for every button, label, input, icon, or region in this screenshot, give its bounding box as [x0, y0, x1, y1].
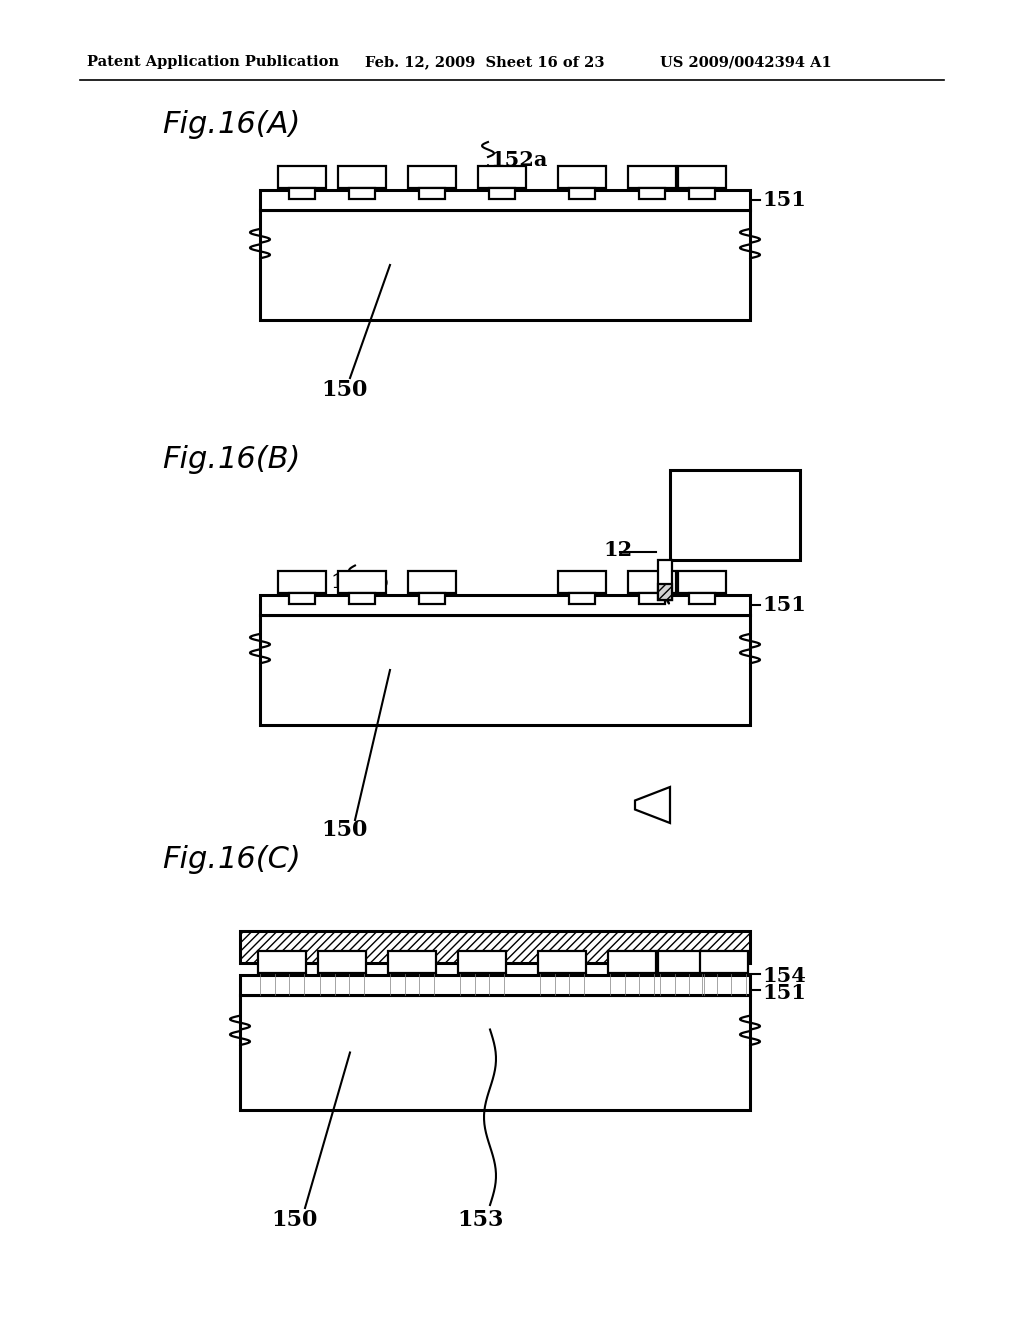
Bar	[608, 950, 656, 973]
Text: 16(B): 16(B)	[218, 445, 301, 474]
Bar	[349, 187, 375, 199]
Text: 151: 151	[762, 983, 806, 1003]
Bar	[458, 950, 506, 973]
Bar	[240, 995, 750, 1110]
Text: Feb. 12, 2009  Sheet 16 of 23: Feb. 12, 2009 Sheet 16 of 23	[365, 55, 604, 69]
Bar	[419, 593, 445, 605]
Bar	[689, 187, 715, 199]
Bar	[338, 166, 386, 187]
Bar	[260, 190, 750, 210]
Bar	[558, 166, 606, 187]
Text: 152a: 152a	[490, 150, 548, 170]
Bar	[689, 593, 715, 605]
Bar	[289, 593, 315, 605]
Text: 151: 151	[762, 595, 806, 615]
Bar	[318, 950, 366, 973]
Text: 154: 154	[762, 966, 806, 986]
Text: 153: 153	[457, 1209, 503, 1232]
Text: Fig.: Fig.	[162, 110, 217, 139]
Bar	[388, 950, 436, 973]
Bar	[260, 595, 750, 615]
Bar	[258, 950, 306, 973]
Bar	[338, 572, 386, 593]
Bar	[488, 187, 515, 199]
Bar	[408, 572, 456, 593]
Text: 151: 151	[762, 190, 806, 210]
Bar	[678, 166, 726, 187]
Bar	[349, 593, 375, 605]
Polygon shape	[635, 787, 670, 822]
Bar	[678, 572, 726, 593]
Text: Fig.: Fig.	[162, 445, 217, 474]
Bar	[240, 931, 750, 964]
Bar	[419, 187, 445, 199]
Bar	[260, 210, 750, 319]
Text: Fig.: Fig.	[162, 845, 217, 874]
Bar	[639, 187, 666, 199]
Text: 150: 150	[322, 379, 369, 401]
Bar	[568, 593, 595, 605]
Bar	[278, 166, 326, 187]
Bar	[278, 572, 326, 593]
Text: US 2009/0042394 A1: US 2009/0042394 A1	[660, 55, 831, 69]
Bar	[658, 950, 706, 973]
Bar	[558, 572, 606, 593]
Bar	[670, 470, 800, 560]
Bar	[628, 166, 676, 187]
Bar	[628, 572, 676, 593]
Bar	[700, 950, 748, 973]
Text: 152b: 152b	[330, 572, 388, 591]
Bar	[260, 615, 750, 725]
Bar	[408, 166, 456, 187]
Bar	[240, 975, 750, 995]
Text: 16(C): 16(C)	[218, 845, 302, 874]
Text: 16(A): 16(A)	[218, 110, 301, 139]
Bar	[538, 950, 586, 973]
Bar	[658, 583, 672, 601]
Bar	[658, 560, 672, 601]
Bar	[289, 187, 315, 199]
Bar	[568, 187, 595, 199]
Bar	[639, 593, 666, 605]
Text: 150: 150	[322, 818, 369, 841]
Text: 12: 12	[603, 540, 632, 560]
Text: 150: 150	[271, 1209, 318, 1232]
Text: Patent Application Publication: Patent Application Publication	[87, 55, 339, 69]
Bar	[478, 166, 526, 187]
